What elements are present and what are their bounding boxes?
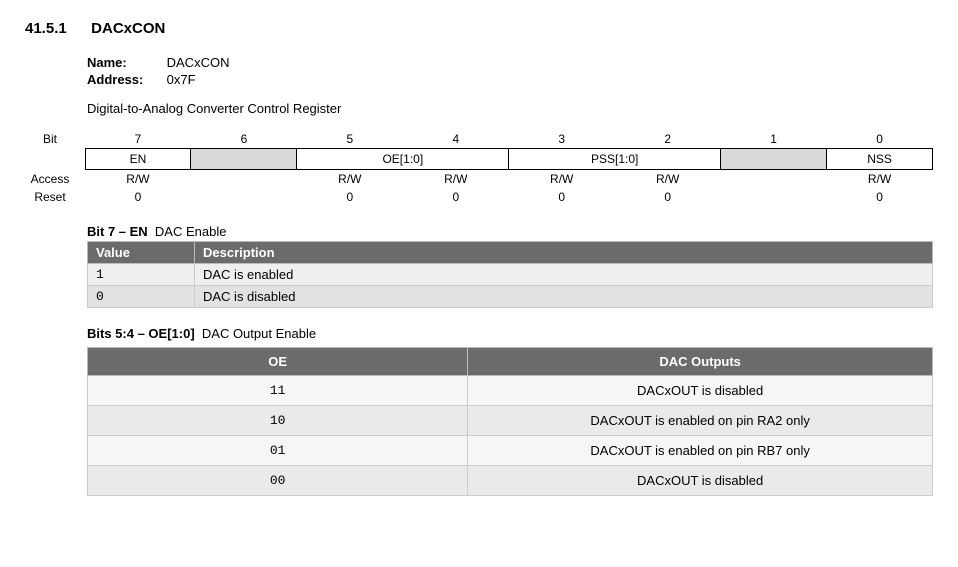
meta-name-label: Name: — [87, 55, 163, 70]
meta-address: Address: 0x7F — [87, 72, 933, 87]
oe-th-code: OE — [88, 348, 468, 376]
oe-out: DACxOUT is disabled — [468, 376, 933, 406]
oe-code: 01 — [88, 436, 468, 466]
bit-num: 6 — [191, 130, 297, 149]
oe-code: 11 — [88, 376, 468, 406]
meta-name-value: DACxCON — [167, 55, 230, 70]
oe-field-heading: Bits 5:4 – OE[1:0] DAC Output Enable — [87, 326, 933, 341]
bit-num: 5 — [297, 130, 403, 149]
bit-num: 7 — [85, 130, 191, 149]
table-row: 11 DACxOUT is disabled — [88, 376, 933, 406]
oe-value-table: OE DAC Outputs 11 DACxOUT is disabled 10… — [87, 347, 933, 496]
oe-code: 10 — [88, 406, 468, 436]
table-row: 1 DAC is enabled — [88, 264, 933, 286]
meta-name: Name: DACxCON — [87, 55, 933, 70]
en-name: EN — [130, 224, 148, 239]
meta-address-label: Address: — [87, 72, 163, 87]
reset-cell: 0 — [403, 188, 509, 206]
table-row: 01 DACxOUT is enabled on pin RB7 only — [88, 436, 933, 466]
bit-num: 1 — [721, 130, 827, 149]
bit-layout-table: Bit 7 6 5 4 3 2 1 0 EN OE[1:0] PSS[1:0] … — [25, 130, 933, 206]
en-val-desc: DAC is disabled — [195, 286, 933, 308]
reset-cell — [721, 188, 827, 206]
access-cell: R/W — [297, 170, 403, 189]
section-title: DACxCON — [91, 20, 165, 37]
oe-code: 00 — [88, 466, 468, 496]
oe-desc: DAC Output Enable — [202, 326, 316, 341]
field-oe: OE[1:0] — [297, 149, 509, 170]
bit-num: 2 — [615, 130, 721, 149]
table-row: 00 DACxOUT is disabled — [88, 466, 933, 496]
access-cell: R/W — [827, 170, 933, 189]
bit-num: 0 — [827, 130, 933, 149]
reset-cell: 0 — [615, 188, 721, 206]
register-description: Digital-to-Analog Converter Control Regi… — [87, 101, 933, 116]
oe-out: DACxOUT is disabled — [468, 466, 933, 496]
en-val: 1 — [88, 264, 195, 286]
access-cell: R/W — [85, 170, 191, 189]
access-cell: R/W — [615, 170, 721, 189]
reset-cell: 0 — [827, 188, 933, 206]
en-desc: DAC Enable — [155, 224, 227, 239]
access-cell — [721, 170, 827, 189]
reset-cell — [191, 188, 297, 206]
field-reserved — [191, 149, 297, 170]
section-header: 41.5.1 DACxCON — [25, 20, 933, 37]
en-th-desc: Description — [195, 242, 933, 264]
reset-cell: 0 — [297, 188, 403, 206]
table-row: 0 DAC is disabled — [88, 286, 933, 308]
bit-row-label: Bit — [25, 130, 85, 149]
en-value-table: Value Description 1 DAC is enabled 0 DAC… — [87, 241, 933, 308]
bit-fields-row: EN OE[1:0] PSS[1:0] NSS — [25, 149, 933, 170]
access-row: Access R/W R/W R/W R/W R/W R/W — [25, 170, 933, 189]
oe-prefix: Bits 5:4 – — [87, 326, 148, 341]
access-cell: R/W — [403, 170, 509, 189]
access-cell — [191, 170, 297, 189]
meta-address-value: 0x7F — [167, 72, 196, 87]
field-en: EN — [85, 149, 191, 170]
bit-num: 4 — [403, 130, 509, 149]
reset-cell: 0 — [509, 188, 615, 206]
reset-cell: 0 — [85, 188, 191, 206]
oe-out: DACxOUT is enabled on pin RB7 only — [468, 436, 933, 466]
access-cell: R/W — [509, 170, 615, 189]
oe-name: OE[1:0] — [148, 326, 194, 341]
en-val-desc: DAC is enabled — [195, 264, 933, 286]
field-nss: NSS — [827, 149, 933, 170]
bit-num: 3 — [509, 130, 615, 149]
en-field-heading: Bit 7 – EN DAC Enable — [87, 224, 933, 239]
section-number: 41.5.1 — [25, 20, 87, 37]
table-row: 10 DACxOUT is enabled on pin RA2 only — [88, 406, 933, 436]
bit-numbers-row: Bit 7 6 5 4 3 2 1 0 — [25, 130, 933, 149]
en-val: 0 — [88, 286, 195, 308]
oe-out: DACxOUT is enabled on pin RA2 only — [468, 406, 933, 436]
field-pss: PSS[1:0] — [509, 149, 721, 170]
access-row-label: Access — [25, 170, 85, 189]
reset-row: Reset 0 0 0 0 0 0 — [25, 188, 933, 206]
oe-th-out: DAC Outputs — [468, 348, 933, 376]
reset-row-label: Reset — [25, 188, 85, 206]
en-th-value: Value — [88, 242, 195, 264]
field-reserved — [721, 149, 827, 170]
en-prefix: Bit 7 – — [87, 224, 130, 239]
